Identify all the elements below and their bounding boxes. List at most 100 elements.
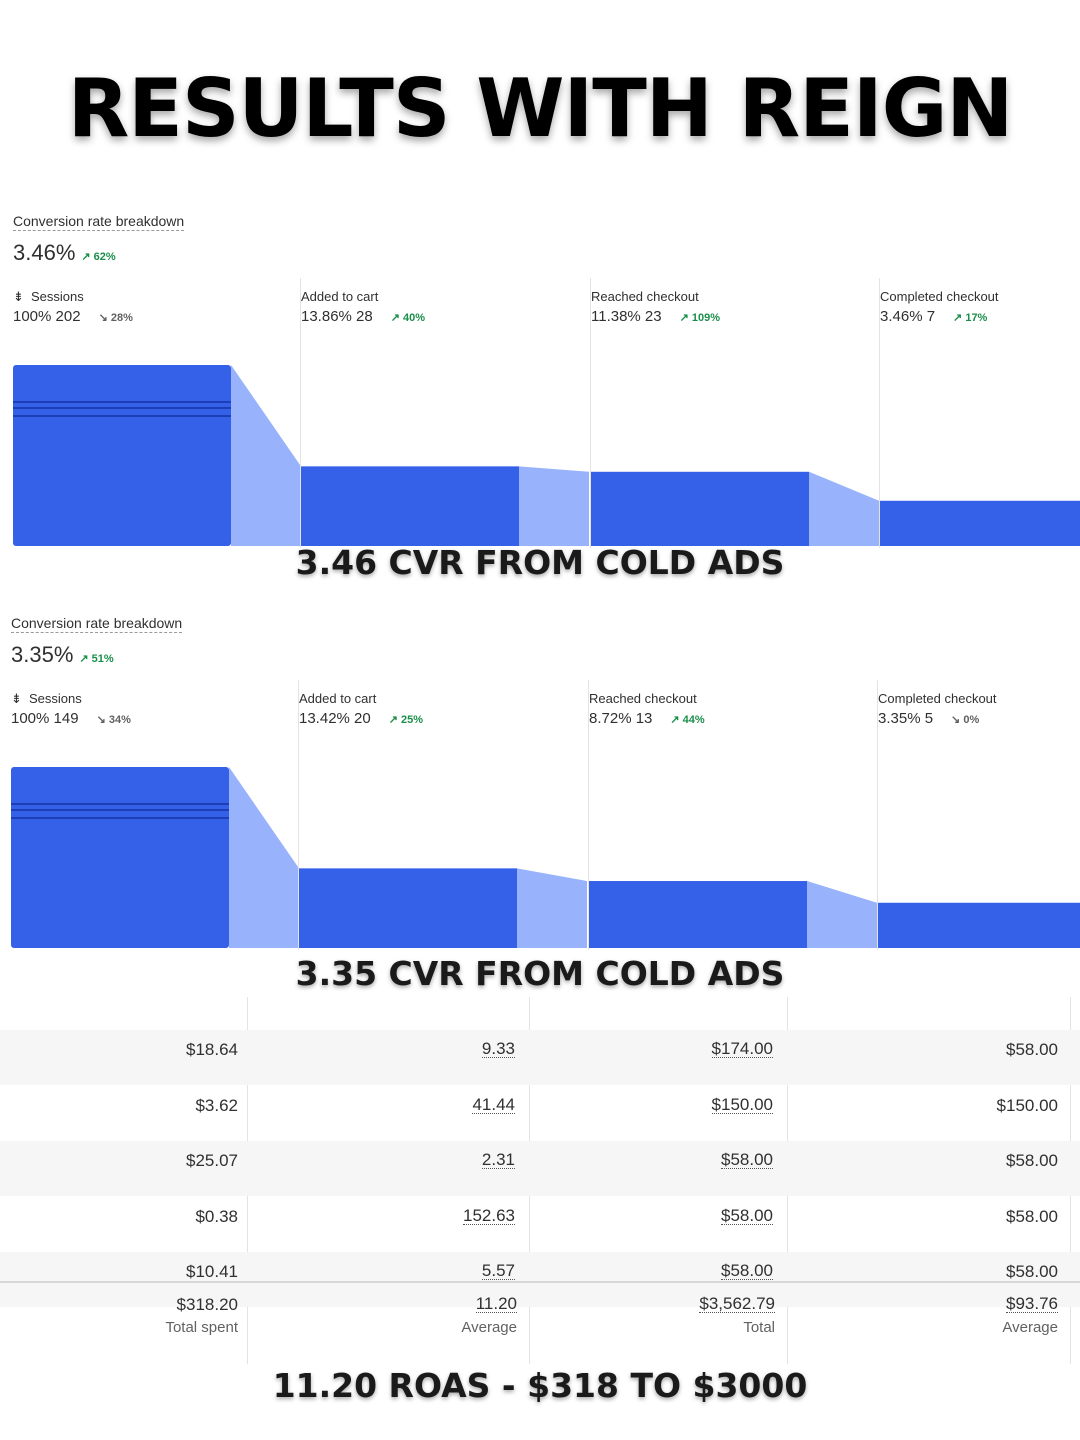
trend-down-badge: ↘ 28%: [98, 312, 133, 324]
stage-divider: [300, 278, 301, 548]
funnel-bar-stripe: [13, 407, 231, 409]
funnel-bar[interactable]: [589, 881, 807, 948]
stage-value-text: 13.86% 28: [301, 308, 373, 325]
trend-up-badge: ↗ 44%: [670, 714, 705, 726]
conversion-rate-total: 3.46% ↗ 62%: [13, 240, 116, 266]
funnel-bar[interactable]: [11, 767, 229, 948]
stage-label: ⇟ Sessions: [13, 289, 84, 305]
sessions-icon: ⇟: [13, 289, 24, 304]
stage-value-text: 3.35% 5: [878, 710, 934, 727]
value-cell[interactable]: $58.00: [721, 1150, 773, 1169]
stage-label-text: Reached checkout: [591, 289, 699, 304]
stage-label: Completed checkout: [880, 289, 999, 304]
stage-label-text: Added to cart: [301, 289, 379, 304]
stage-label-text: Sessions: [31, 289, 84, 304]
funnel-bar-stripe: [13, 401, 231, 403]
average-roas-value[interactable]: 11.20: [475, 1294, 517, 1313]
conversion-panel-2: Conversion rate breakdown 3.35% ↗ 51% ⇟ Se…: [0, 602, 1080, 952]
value-cell[interactable]: $174.00: [711, 1039, 773, 1058]
funnel-bar-stripe: [11, 817, 229, 819]
funnel-bar-stripe: [13, 415, 231, 417]
table-row: $25.07 2.31 $58.00 $58.00: [0, 1141, 1080, 1196]
trend-up-badge: ↗ 40%: [390, 312, 426, 324]
totals-row: $318.20 Total spent 11.20 Average $3,562…: [0, 1281, 1080, 1364]
average-roas-label: Average: [461, 1319, 517, 1336]
caption-roas: 11.20 ROAS - $318 TO $3000: [272, 1366, 808, 1405]
funnel-bar[interactable]: [299, 868, 517, 948]
trend-up-badge: ↗ 17%: [953, 312, 988, 324]
spend-cell: $3.62: [195, 1095, 238, 1115]
roas-cell[interactable]: 152.63: [463, 1205, 515, 1225]
stage-value: 100% 149 ↘ 34%: [11, 710, 131, 727]
roas-cell[interactable]: 9.33: [481, 1039, 515, 1058]
stage-label: Added to cart: [301, 289, 378, 304]
stage-value-text: 100% 149: [11, 710, 79, 727]
stage-value: 11.38% 23 ↗ 109%: [591, 308, 720, 325]
ads-results-table: $18.64 9.33 $174.00 $58.00 $3.62 41.44 $150.00…: [0, 997, 1080, 1364]
roas-cell[interactable]: 5.57: [481, 1261, 515, 1280]
stage-label: Added to cart: [299, 691, 376, 706]
stage-value: 3.46% 7 ↗ 17%: [880, 308, 987, 325]
table-row: $18.64 9.33 $174.00 $58.00: [0, 1030, 1080, 1085]
funnel-connector: [229, 767, 299, 948]
stage-label-text: Reached checkout: [589, 691, 697, 706]
panel-title[interactable]: Conversion rate breakdown: [11, 615, 183, 633]
funnel-bar-stripe: [11, 803, 229, 805]
table-row: $0.38 152.63 $58.00 $58.00: [0, 1197, 1080, 1252]
total-value-label: Total: [743, 1319, 775, 1336]
stage-divider: [298, 680, 299, 950]
spend-cell: $0.38: [195, 1206, 238, 1226]
caption-cvr-1: 3.46 CVR FROM COLD ADS: [295, 543, 785, 582]
stage-value-text: 100% 202: [13, 308, 81, 325]
value-cell[interactable]: $150.00: [711, 1094, 773, 1114]
caption-cvr-2: 3.35 CVR FROM COLD ADS: [295, 954, 785, 993]
stage-value-text: 3.46% 7: [880, 308, 936, 325]
table-row: $3.62 41.44 $150.00 $150.00: [0, 1086, 1080, 1141]
total-spent-label: Total spent: [165, 1319, 238, 1336]
total-value[interactable]: $3,562.79: [699, 1294, 775, 1313]
funnel-bar[interactable]: [880, 500, 1080, 546]
stage-value: 8.72% 13 ↗ 44%: [589, 710, 705, 727]
trend-up-badge: ↗ 25%: [388, 714, 424, 726]
stage-divider: [877, 680, 878, 950]
trend-down-badge: ↘ 0%: [951, 714, 980, 726]
funnel-connector: [809, 471, 879, 546]
stage-label-text: Completed checkout: [880, 289, 999, 304]
trend-down-badge: ↘ 34%: [96, 714, 131, 726]
aov-cell: $58.00: [1006, 1262, 1058, 1281]
funnel-bar[interactable]: [301, 466, 519, 546]
roas-cell[interactable]: 2.31: [481, 1150, 515, 1169]
stage-label-text: Added to cart: [299, 691, 377, 706]
stage-value: 13.86% 28 ↗ 40%: [301, 308, 425, 325]
aov-cell: $58.00: [1006, 1040, 1058, 1059]
stage-label-text: Completed checkout: [878, 691, 997, 706]
stage-divider: [879, 278, 880, 548]
conversion-rate-value: 3.46%: [13, 240, 76, 265]
funnel-chart: [13, 365, 1080, 546]
average-order-value[interactable]: $93.76: [1006, 1294, 1058, 1313]
funnel-bar-stripe: [11, 809, 229, 811]
spend-cell: $10.41: [186, 1262, 238, 1281]
funnel-bar[interactable]: [13, 365, 231, 546]
funnel-bar[interactable]: [878, 902, 1080, 948]
roas-cell[interactable]: 41.44: [472, 1094, 515, 1114]
funnel-connector: [519, 466, 589, 546]
stage-value-text: 13.42% 20: [299, 710, 371, 727]
sessions-icon: ⇟: [11, 691, 22, 706]
stage-label: Reached checkout: [591, 289, 699, 304]
total-spent-value: $318.20: [176, 1295, 238, 1314]
funnel-bar[interactable]: [591, 471, 809, 546]
value-cell[interactable]: $58.00: [721, 1205, 773, 1225]
stage-value: 100% 202 ↘ 28%: [13, 308, 133, 325]
spend-cell: $25.07: [186, 1151, 238, 1170]
stage-value: 13.42% 20 ↗ 25%: [299, 710, 423, 727]
stage-value-text: 8.72% 13: [589, 710, 653, 727]
stage-value: 3.35% 5 ↘ 0%: [878, 710, 979, 727]
aov-cell: $58.00: [1006, 1206, 1058, 1226]
stage-divider: [590, 278, 591, 548]
trend-up-badge: ↗ 62%: [81, 251, 116, 263]
conversion-rate-value: 3.35%: [11, 642, 74, 667]
value-cell[interactable]: $58.00: [721, 1261, 773, 1280]
panel-title[interactable]: Conversion rate breakdown: [13, 213, 185, 231]
stage-label: ⇟ Sessions: [11, 691, 82, 707]
